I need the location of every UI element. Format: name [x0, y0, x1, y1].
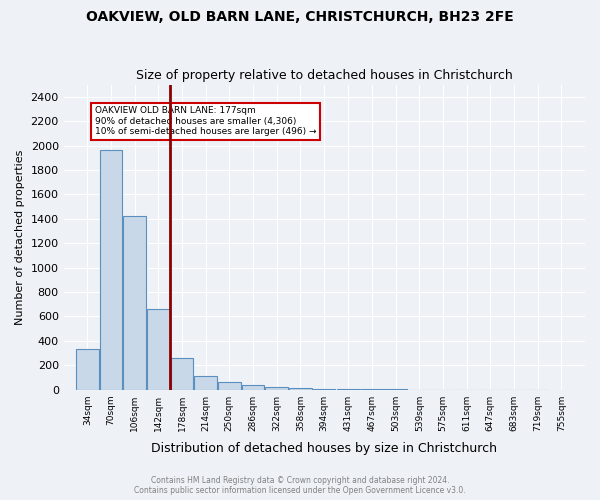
Title: Size of property relative to detached houses in Christchurch: Size of property relative to detached ho…	[136, 69, 513, 82]
Y-axis label: Number of detached properties: Number of detached properties	[15, 150, 25, 325]
Bar	[289, 388, 311, 390]
Bar	[76, 350, 98, 390]
Bar	[124, 216, 146, 390]
Bar	[337, 389, 359, 390]
Text: OAKVIEW, OLD BARN LANE, CHRISTCHURCH, BH23 2FE: OAKVIEW, OLD BARN LANE, CHRISTCHURCH, BH…	[86, 10, 514, 24]
Bar	[242, 386, 264, 390]
Text: Contains HM Land Registry data © Crown copyright and database right 2024.
Contai: Contains HM Land Registry data © Crown c…	[134, 476, 466, 495]
X-axis label: Distribution of detached houses by size in Christchurch: Distribution of detached houses by size …	[151, 442, 497, 455]
Bar	[147, 309, 170, 390]
Bar	[218, 382, 241, 390]
Text: OAKVIEW OLD BARN LANE: 177sqm
90% of detached houses are smaller (4,306)
10% of : OAKVIEW OLD BARN LANE: 177sqm 90% of det…	[95, 106, 316, 136]
Bar	[265, 387, 288, 390]
Bar	[100, 150, 122, 390]
Bar	[194, 376, 217, 390]
Bar	[313, 388, 335, 390]
Bar	[171, 358, 193, 390]
